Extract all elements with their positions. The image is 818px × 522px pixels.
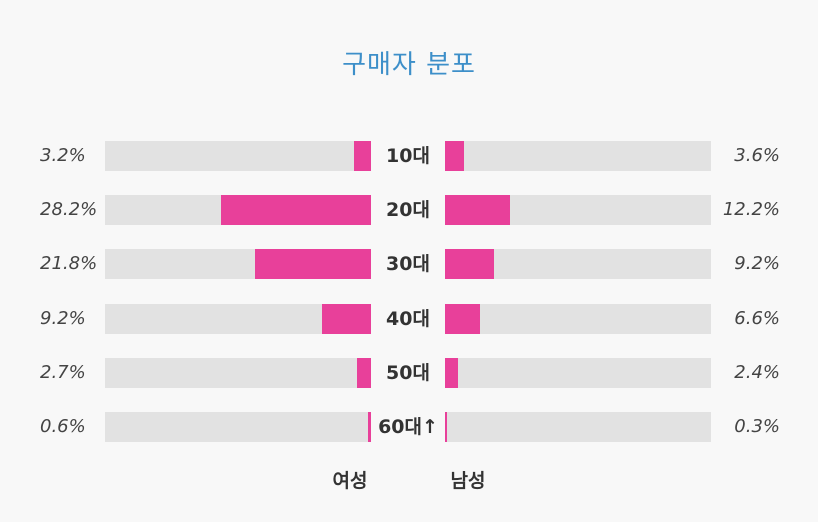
female-bar-track xyxy=(105,412,371,442)
chart-row: 3.2% 10대 3.6% xyxy=(0,141,818,171)
age-category-label: 30대 xyxy=(386,253,430,275)
female-bar-track xyxy=(105,358,371,388)
male-bar xyxy=(445,249,494,279)
female-bar-track xyxy=(105,304,371,334)
female-bar-track xyxy=(105,249,371,279)
male-bar-track xyxy=(445,195,711,225)
female-value-label: 0.6% xyxy=(40,416,86,437)
male-bar-track xyxy=(445,358,711,388)
chart-row: 9.2% 40대 6.6% xyxy=(0,304,818,334)
chart-row: 21.8% 30대 9.2% xyxy=(0,249,818,279)
female-bar xyxy=(356,358,371,388)
male-value-label: 2.4% xyxy=(734,362,780,383)
age-category-label: 20대 xyxy=(386,199,430,221)
female-bar xyxy=(255,249,371,279)
chart-row: 0.6% 60대↑ 0.3% xyxy=(0,412,818,442)
chart-title: 구매자 분포 xyxy=(342,50,476,80)
male-value-label: 12.2% xyxy=(722,199,780,220)
age-category-label: 10대 xyxy=(386,145,430,167)
male-bar-track xyxy=(445,412,711,442)
age-category-label: 60대↑ xyxy=(378,416,438,438)
female-value-label: 9.2% xyxy=(40,308,86,329)
female-bar-track xyxy=(105,195,371,225)
age-category-label: 40대 xyxy=(386,308,430,330)
male-bar-track xyxy=(445,304,711,334)
male-bar xyxy=(445,358,458,388)
female-bar xyxy=(322,304,371,334)
male-bar xyxy=(445,195,510,225)
male-bar-track xyxy=(445,141,711,171)
male-value-label: 6.6% xyxy=(734,308,780,329)
female-value-label: 21.8% xyxy=(40,253,98,274)
female-value-label: 3.2% xyxy=(40,145,86,166)
female-bar xyxy=(367,412,371,442)
male-value-label: 3.6% xyxy=(734,145,780,166)
male-value-label: 0.3% xyxy=(734,416,780,437)
female-value-label: 2.7% xyxy=(40,362,86,383)
chart-row: 2.7% 50대 2.4% xyxy=(0,358,818,388)
female-bar xyxy=(220,195,371,225)
legend-male: 남성 xyxy=(450,470,486,492)
male-value-label: 9.2% xyxy=(734,253,780,274)
legend-female: 여성 xyxy=(332,470,368,492)
male-bar xyxy=(445,141,465,171)
male-bar-track xyxy=(445,249,711,279)
female-bar xyxy=(353,141,371,171)
age-category-label: 50대 xyxy=(386,362,430,384)
male-bar xyxy=(445,304,481,334)
female-bar-track xyxy=(105,141,371,171)
chart-row: 28.2% 20대 12.2% xyxy=(0,195,818,225)
female-value-label: 28.2% xyxy=(40,199,98,220)
male-bar xyxy=(445,412,447,442)
